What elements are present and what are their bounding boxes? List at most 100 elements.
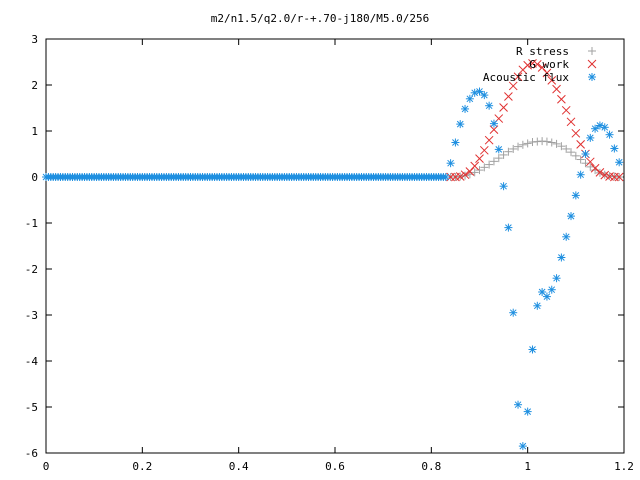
data-point	[571, 128, 581, 138]
data-point	[533, 301, 542, 310]
data-point	[547, 138, 556, 147]
data-point	[557, 253, 566, 262]
data-point	[600, 170, 610, 180]
y-tick-label: -4	[25, 355, 39, 368]
data-point	[484, 135, 494, 145]
data-point	[499, 182, 508, 191]
data-point	[523, 407, 532, 416]
legend-marker	[587, 59, 597, 69]
data-point	[585, 157, 595, 167]
data-point	[547, 285, 556, 294]
data-point	[576, 139, 586, 149]
data-point	[567, 212, 576, 221]
data-point	[509, 308, 518, 317]
y-tick-label: 3	[31, 33, 38, 46]
data-point	[542, 68, 552, 78]
axis-ticks: 0 0.2 0.4 0.6 0.8 1 1.2 3 2 1 0 -1 -2 -3 -4 -5 -6	[25, 33, 634, 473]
data-point	[508, 81, 518, 91]
data-point	[581, 159, 590, 168]
data-point	[552, 139, 561, 148]
data-point	[470, 88, 479, 97]
data-point	[441, 173, 450, 181]
x-tick-label: 1.2	[614, 460, 634, 473]
data-point	[595, 168, 605, 177]
data-point	[470, 168, 479, 177]
data-point	[566, 117, 576, 127]
data-point	[518, 442, 527, 451]
legend-label: G work	[529, 58, 569, 71]
data-point	[480, 91, 489, 100]
data-point	[562, 232, 571, 241]
data-point	[571, 151, 580, 160]
data-point	[614, 172, 624, 182]
data-point	[470, 161, 480, 171]
data-point	[455, 172, 465, 181]
data-point	[518, 140, 527, 149]
x-tick-label: 1	[524, 460, 531, 473]
data-point	[532, 59, 542, 69]
data-point	[562, 144, 571, 153]
data-series	[42, 59, 624, 451]
data-point	[494, 145, 503, 154]
data-point	[605, 130, 614, 139]
data-point	[528, 345, 537, 354]
data-point	[615, 158, 624, 167]
data-point	[600, 123, 609, 132]
legend-marker	[588, 47, 596, 55]
data-point	[552, 274, 561, 283]
data-point	[485, 101, 494, 110]
data-point	[489, 119, 498, 128]
y-tick-label: -2	[25, 263, 38, 276]
data-point	[514, 400, 523, 409]
series-1	[446, 59, 624, 182]
y-tick-label: -6	[25, 447, 38, 460]
data-point	[552, 84, 561, 94]
legend-marker	[588, 73, 596, 81]
data-point	[485, 160, 494, 169]
data-point	[567, 148, 576, 157]
data-point	[494, 154, 503, 163]
data-point	[523, 139, 532, 148]
data-point	[446, 159, 455, 168]
data-point	[451, 138, 460, 147]
data-point	[465, 94, 474, 103]
data-point	[547, 76, 557, 85]
data-point	[480, 163, 489, 172]
data-point	[610, 144, 619, 153]
data-point	[514, 142, 523, 151]
data-point	[509, 144, 518, 153]
data-point	[571, 191, 580, 200]
y-tick-label: 1	[31, 125, 38, 138]
plot-frame	[45, 38, 625, 454]
data-point	[557, 94, 566, 104]
data-point	[475, 154, 484, 163]
data-point	[456, 120, 465, 129]
data-point	[504, 147, 513, 156]
data-point	[557, 142, 566, 151]
data-point	[499, 150, 508, 159]
series-2	[42, 87, 624, 451]
x-tick-label: 0.4	[229, 460, 249, 473]
legend-label: Acoustic flux	[483, 71, 569, 84]
data-point	[542, 137, 551, 146]
x-tick-label: 0	[43, 460, 50, 473]
data-point	[513, 72, 523, 82]
data-point	[499, 103, 508, 112]
data-point	[591, 124, 600, 133]
data-point	[504, 92, 513, 101]
data-point	[475, 87, 484, 96]
y-tick-label: 2	[31, 79, 38, 92]
y-tick-label: 0	[31, 171, 38, 184]
data-point	[479, 145, 489, 155]
y-tick-label: -3	[25, 309, 38, 322]
data-point	[461, 104, 470, 113]
data-point	[561, 105, 571, 115]
data-point	[523, 60, 533, 70]
data-point	[504, 223, 513, 232]
legend-label: R stress	[516, 45, 569, 58]
x-tick-label: 0.8	[421, 460, 441, 473]
data-point	[576, 170, 585, 179]
x-tick-label: 0.6	[325, 460, 345, 473]
